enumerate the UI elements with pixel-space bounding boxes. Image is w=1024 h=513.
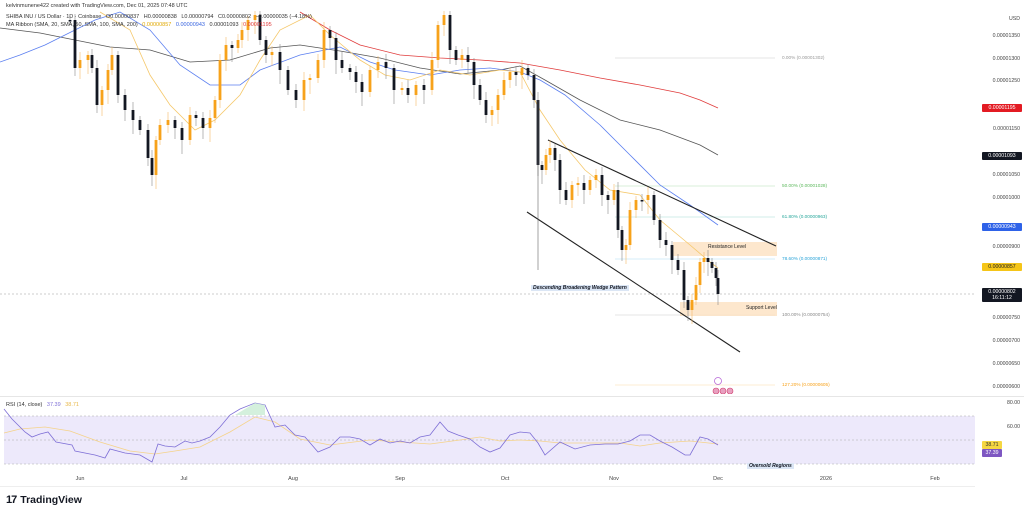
fib-label-786: 78.60% (0.00000871) bbox=[782, 256, 828, 261]
price-tick: 0.00000700 bbox=[992, 338, 1020, 344]
sma100-value: 0.00001093 bbox=[209, 22, 239, 28]
fib-label-618: 61.80% (0.00000963) bbox=[782, 214, 828, 219]
sma200-value: 0.00001195 bbox=[243, 22, 272, 28]
tradingview-mark-icon: 17 bbox=[6, 494, 17, 506]
sma50-line bbox=[0, 11, 719, 226]
price-tick: 0.00000900 bbox=[992, 244, 1020, 250]
sma200-line bbox=[299, 11, 719, 109]
rsi-ma-tag: 38.71 bbox=[982, 441, 1002, 449]
ohlc-high: H0.00000838 bbox=[143, 14, 177, 20]
ohlc-change: −0.00000035 (−4.18%) bbox=[255, 14, 312, 20]
price-tick: 0.00001300 bbox=[992, 56, 1020, 62]
sma50-price-tag: 0.00000943 bbox=[982, 223, 1022, 231]
last-price-tag: 0.00000802 bbox=[982, 288, 1022, 296]
pane-divider[interactable] bbox=[0, 396, 1024, 397]
earnings-icon bbox=[712, 387, 720, 395]
rsi-ma-value: 38.71 bbox=[65, 402, 79, 408]
time-tick: Aug bbox=[288, 476, 298, 482]
rsi-tick: 60.00 bbox=[1007, 424, 1020, 430]
chart-credit: kelvinmunene422 created with TradingView… bbox=[6, 3, 188, 9]
pattern-annotation: Descending Broadening Wedge Pattern bbox=[531, 285, 629, 291]
time-tick: Jun bbox=[75, 476, 85, 482]
price-tick: 0.00001250 bbox=[992, 78, 1020, 84]
sma100-price-tag: 0.00001093 bbox=[982, 152, 1022, 160]
ma-ribbon-legend[interactable]: MA Ribbon (SMA, 20, SMA, 50, SMA, 100, S… bbox=[6, 22, 275, 28]
time-tick: Feb bbox=[930, 476, 940, 482]
tradingview-wordmark: TradingView bbox=[20, 494, 82, 506]
event-icon bbox=[714, 377, 722, 385]
sma20-line bbox=[99, 11, 719, 269]
bar-countdown: 16:11:12 bbox=[982, 294, 1022, 302]
wedge-upper-line bbox=[547, 139, 777, 247]
rsi-value: 37.39 bbox=[46, 402, 61, 408]
symbol-name: SHIBA INU / US Dollar · 1D · Coinbase bbox=[6, 14, 102, 20]
resistance-label: Resistance Level bbox=[708, 244, 747, 250]
wedge-lower-line bbox=[526, 211, 741, 353]
rsi-legend[interactable]: RSI (14, close) 37.39 38.71 bbox=[6, 402, 82, 408]
sma200-price-tag: 0.00001195 bbox=[982, 104, 1022, 112]
price-tick: 0.00001150 bbox=[992, 126, 1020, 132]
time-tick: Dec bbox=[713, 476, 723, 482]
ohlc-open: O0.00000837 bbox=[105, 14, 140, 20]
time-tick: 2026 bbox=[819, 476, 833, 482]
sma20-price-tag: 0.00000857 bbox=[982, 263, 1022, 271]
price-axis[interactable]: USD 0.00001350 0.00001300 0.00001250 0.0… bbox=[975, 10, 1024, 485]
symbol-legend[interactable]: SHIBA INU / US Dollar · 1D · Coinbase O0… bbox=[6, 14, 315, 20]
time-tick: Jul bbox=[180, 476, 188, 482]
support-zone bbox=[680, 302, 777, 316]
price-tick: 0.00000650 bbox=[992, 361, 1020, 367]
oversold-annotation: Oversold Regions bbox=[747, 463, 794, 469]
rsi-tag: 37.39 bbox=[982, 449, 1002, 457]
price-tick: 0.00001350 bbox=[992, 33, 1020, 39]
rsi-label: RSI (14, close) bbox=[6, 402, 43, 408]
support-label: Support Level bbox=[746, 305, 777, 311]
rsi-ma-line bbox=[3, 416, 719, 455]
sma20-value: 0.00000857 bbox=[142, 22, 172, 28]
rsi-plot bbox=[3, 402, 975, 465]
price-tick: 0.00000750 bbox=[992, 315, 1020, 321]
time-axis[interactable]: Jun Jul Aug Sep Oct Nov Dec 2026 Feb bbox=[0, 476, 975, 486]
candlestick-plot bbox=[0, 11, 975, 395]
fib-label-1272: 127.20% (0.00000605) bbox=[782, 382, 830, 387]
time-tick: Sep bbox=[395, 476, 405, 482]
price-tick: 0.00001000 bbox=[992, 195, 1020, 201]
bottom-divider bbox=[0, 486, 975, 487]
fib-lines bbox=[615, 57, 775, 386]
fib-label-0: 0.00% (0.00001302) bbox=[782, 55, 825, 60]
fib-label-100: 100.00% (0.00000754) bbox=[782, 312, 830, 317]
sma50-value: 0.00000943 bbox=[175, 22, 205, 28]
ohlc-low: L0.00000794 bbox=[181, 14, 214, 20]
ma-ribbon-label: MA Ribbon (SMA, 20, SMA, 50, SMA, 100, S… bbox=[6, 22, 138, 28]
time-tick: Nov bbox=[609, 476, 619, 482]
rsi-pane[interactable] bbox=[0, 397, 975, 475]
earnings-icon bbox=[719, 387, 727, 395]
rsi-tick: 80.00 bbox=[1007, 400, 1020, 406]
earnings-icon bbox=[726, 387, 734, 395]
sma100-line bbox=[0, 27, 719, 156]
time-tick: Oct bbox=[500, 476, 510, 482]
price-chart[interactable] bbox=[0, 10, 975, 395]
axis-currency: USD bbox=[1009, 16, 1020, 22]
candles bbox=[68, 11, 720, 324]
rsi-line bbox=[3, 402, 719, 463]
tradingview-logo[interactable]: 17 TradingView bbox=[6, 494, 82, 506]
price-tick: 0.00000600 bbox=[992, 384, 1020, 390]
price-tick: 0.00001050 bbox=[992, 172, 1020, 178]
fib-label-50: 50.00% (0.00001028) bbox=[782, 183, 828, 188]
ohlc-close: C0.00000802 bbox=[218, 14, 252, 20]
